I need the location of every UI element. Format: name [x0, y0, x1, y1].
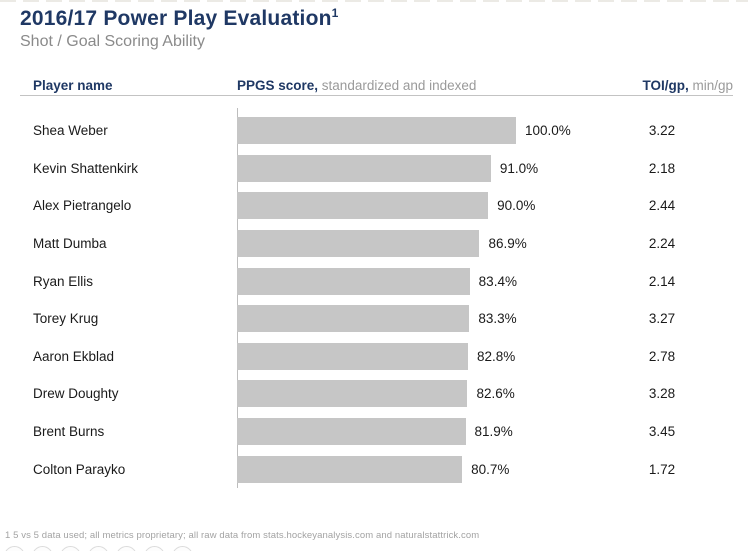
page-title-text: 2016/17 Power Play Evaluation [20, 7, 332, 30]
player-name: Alex Pietrangelo [33, 198, 132, 214]
score-bar [237, 380, 468, 408]
player-name: Ryan Ellis [33, 273, 94, 289]
toi-value: 3.27 [648, 311, 676, 327]
toi-value: 3.22 [648, 123, 676, 139]
footnote: 1 5 vs 5 data used; all metrics propriet… [5, 530, 480, 541]
score-bar [237, 342, 468, 370]
player-name: Drew Doughty [33, 386, 119, 402]
table-row: Brent Burns 81.9% 3.45 [0, 413, 748, 451]
player-name: Matt Dumba [33, 236, 107, 252]
table-row: Aaron Ekblad 82.8% 2.78 [0, 338, 748, 376]
column-header-ppgs-bold: PPGS score, [237, 78, 319, 93]
share-button[interactable] [172, 546, 193, 551]
table-row: Alex Pietrangelo 90.0% 2.44 [0, 187, 748, 225]
toi-value: 2.78 [648, 348, 676, 364]
player-name: Kevin Shattenkirk [33, 160, 139, 176]
share-button[interactable] [144, 546, 165, 551]
score-bar [237, 192, 489, 220]
table-row: Colton Parayko 80.7% 1.72 [0, 450, 748, 488]
score-value: 90.0% [497, 198, 536, 214]
score-value: 100.0% [525, 123, 571, 139]
score-bar [237, 154, 491, 182]
score-value: 91.0% [499, 160, 539, 176]
column-header-ppgs: PPGS score, standardized and indexed [237, 78, 476, 93]
player-name: Colton Parayko [33, 461, 126, 477]
score-value: 82.6% [476, 386, 515, 402]
table-header: Player name PPGS score, standardized and… [0, 78, 748, 94]
toi-value: 2.24 [648, 236, 676, 252]
column-header-ppgs-desc: standardized and indexed [318, 78, 477, 93]
score-value: 83.4% [478, 273, 517, 289]
score-bar [237, 267, 470, 295]
score-bar [237, 418, 466, 446]
toi-value: 3.28 [648, 386, 676, 402]
share-button[interactable] [4, 546, 25, 551]
bar-chart: Shea Weber 100.0% 3.22 Kevin Shattenkirk… [0, 112, 748, 488]
player-name: Aaron Ekblad [33, 348, 115, 364]
chart-axis-line [237, 108, 238, 488]
score-value: 81.9% [474, 424, 513, 440]
column-header-player: Player name [33, 78, 113, 93]
score-bar [237, 117, 516, 145]
toi-value: 1.72 [648, 461, 676, 477]
share-button[interactable] [60, 546, 81, 551]
score-bar [237, 455, 463, 483]
score-value: 82.8% [477, 348, 516, 364]
score-bar [237, 230, 480, 258]
share-button[interactable] [116, 546, 137, 551]
score-bar [237, 305, 470, 333]
page-subtitle: Shot / Goal Scoring Ability [20, 33, 205, 50]
table-row: Ryan Ellis 83.4% 2.14 [0, 262, 748, 300]
player-name: Torey Krug [33, 311, 99, 327]
share-button[interactable] [88, 546, 109, 551]
score-value: 86.9% [488, 236, 527, 252]
cropped-text-artifact [0, 0, 748, 2]
page-title: 2016/17 Power Play Evaluation1 [20, 6, 339, 31]
score-value: 83.3% [478, 311, 517, 327]
table-row: Shea Weber 100.0% 3.22 [0, 112, 748, 150]
header-divider [20, 95, 733, 96]
table-row: Matt Dumba 86.9% 2.24 [0, 225, 748, 263]
footnote-marker: 1 [331, 6, 339, 20]
score-value: 80.7% [471, 461, 510, 477]
player-name: Shea Weber [33, 123, 108, 139]
table-row: Torey Krug 83.3% 3.27 [0, 300, 748, 338]
column-header-toi: TOI/gp, min/gp [642, 78, 733, 93]
column-header-toi-bold: TOI/gp, [642, 78, 689, 93]
player-name: Brent Burns [33, 424, 105, 440]
column-header-toi-desc: min/gp [688, 78, 733, 93]
toi-value: 2.18 [648, 160, 676, 176]
toi-value: 2.14 [648, 273, 676, 289]
toi-value: 2.44 [648, 198, 676, 214]
toi-value: 3.45 [648, 424, 676, 440]
table-row: Drew Doughty 82.6% 3.28 [0, 375, 748, 413]
share-button[interactable] [32, 546, 53, 551]
social-buttons-cropped [4, 546, 193, 551]
table-row: Kevin Shattenkirk 91.0% 2.18 [0, 150, 748, 188]
